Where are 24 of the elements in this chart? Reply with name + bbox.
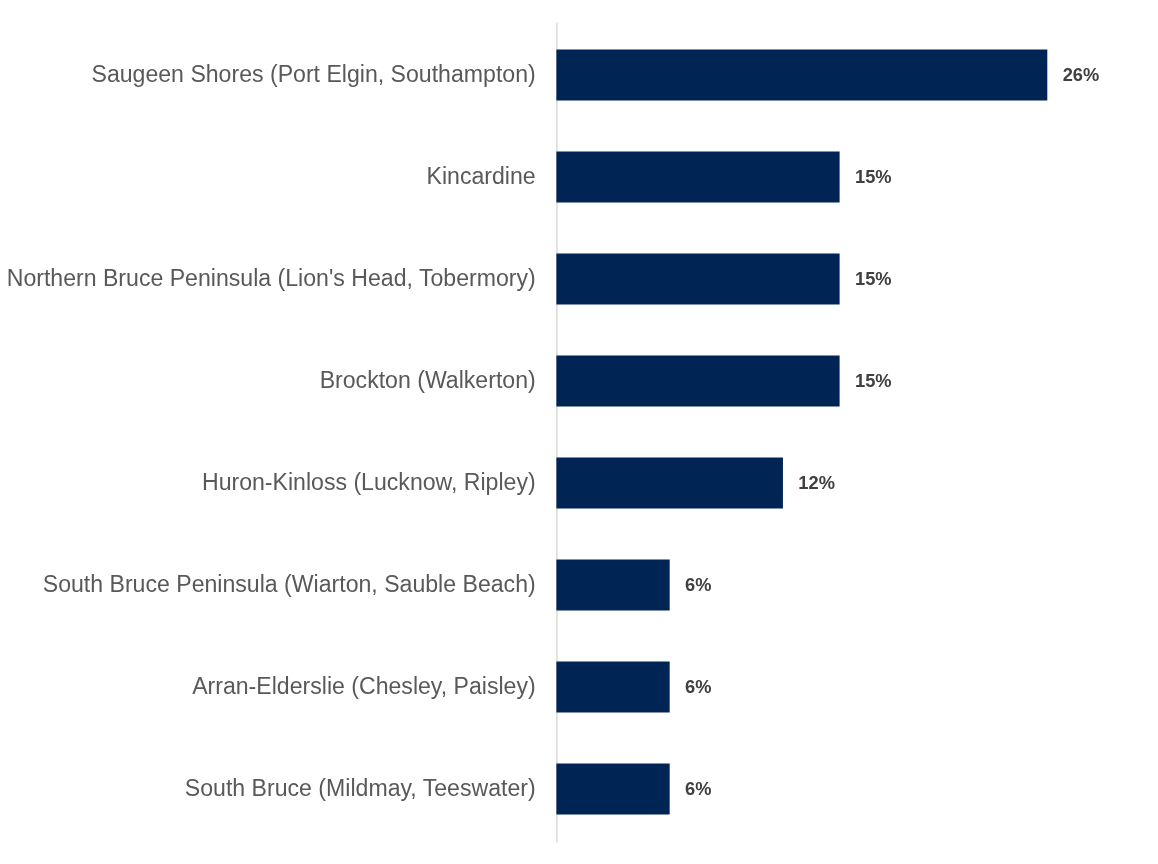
data-label: 6% <box>685 675 712 697</box>
data-label: 6% <box>685 573 712 595</box>
y-tick-label: Huron-Kinloss (Lucknow, Ripley) <box>201 468 536 495</box>
bar <box>556 763 670 815</box>
y-tick-label: Kincardine <box>426 162 536 189</box>
bar <box>556 559 670 611</box>
bar <box>556 355 840 407</box>
y-tick-label: Brockton (Walkerton) <box>319 366 536 393</box>
bar <box>556 457 783 509</box>
bar <box>556 49 1048 101</box>
bar <box>556 661 670 713</box>
y-tick-label: South Bruce (Mildmay, Teeswater) <box>184 774 536 801</box>
data-label: 15% <box>855 369 892 391</box>
y-tick-label: Saugeen Shores (Port Elgin, Southampton) <box>91 60 536 87</box>
y-tick-label: Arran-Elderslie (Chesley, Paisley) <box>192 672 536 699</box>
data-label: 15% <box>855 165 892 187</box>
bar <box>556 151 840 203</box>
bar <box>556 253 840 305</box>
y-tick-label: Northern Bruce Peninsula (Lion's Head, Tobermory) <box>6 264 536 291</box>
data-label: 6% <box>685 777 712 799</box>
data-label: 26% <box>1062 63 1100 85</box>
data-label: 12% <box>798 471 835 493</box>
y-tick-label: South Bruce Peninsula (Wiarton, Sauble Beach) <box>42 570 536 597</box>
data-label: 15% <box>855 267 892 289</box>
